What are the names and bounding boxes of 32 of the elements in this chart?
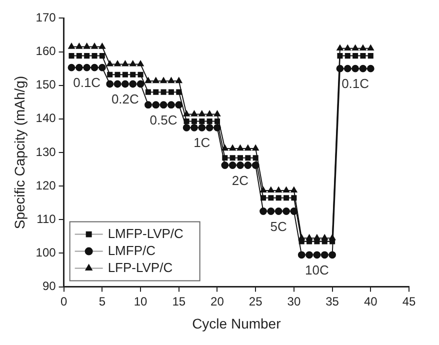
annotation: 0.1C <box>342 76 370 92</box>
x-tick-label: 10 <box>134 294 148 308</box>
y-tick-label: 120 <box>36 178 56 192</box>
y-tick-label: 150 <box>36 78 56 92</box>
annotation: 0.2C <box>111 92 139 107</box>
legend-label: LFP-LVP/C <box>108 260 173 275</box>
x-axis-title: Cycle Number <box>192 315 282 332</box>
x-tick-label: 15 <box>172 294 186 308</box>
x-tick-label: 20 <box>210 294 224 308</box>
x-tick-label: 30 <box>287 294 301 308</box>
x-tick-label: 45 <box>402 294 416 308</box>
y-tick-label: 140 <box>36 111 56 126</box>
x-tick-label: 25 <box>248 294 263 308</box>
y-tick-label: 130 <box>36 144 56 159</box>
y-tick-label: 100 <box>36 246 56 260</box>
annotation: 0.5C <box>150 112 178 128</box>
x-tick-label: 5 <box>98 294 106 308</box>
y-tick-label: 110 <box>36 212 56 226</box>
annotation: 0.1C <box>73 75 101 90</box>
y-tick-label: 160 <box>36 44 56 58</box>
annotation: 1C <box>194 135 210 150</box>
x-tick-label: 0 <box>60 294 68 308</box>
annotation: 2C <box>232 172 249 188</box>
x-tick-label: 40 <box>364 294 378 308</box>
annotation: 10C <box>305 262 329 278</box>
y-axis-title: Specific Capcity (mAh/g) <box>11 76 28 230</box>
y-tick-label: 170 <box>36 10 56 25</box>
x-tick-label: 35 <box>326 294 340 308</box>
legend-label: LMFP/C <box>108 242 156 258</box>
annotation: 5C <box>270 218 287 234</box>
y-tick-label: 90 <box>42 279 56 294</box>
legend-label: LMFP-LVP/C <box>108 226 184 241</box>
